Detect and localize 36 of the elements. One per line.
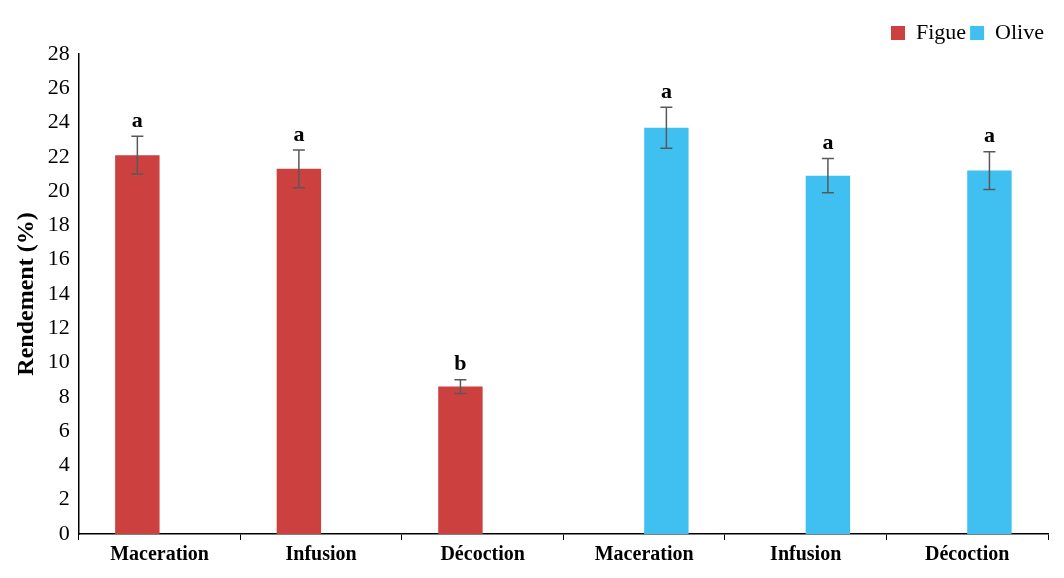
y-tick-label: 26 bbox=[47, 74, 70, 100]
bar bbox=[115, 155, 160, 534]
data-label: a bbox=[660, 77, 672, 103]
y-tick-label: 8 bbox=[58, 382, 70, 408]
bar bbox=[644, 127, 689, 534]
legend-label: Figue bbox=[916, 18, 967, 44]
y-tick-label: 20 bbox=[47, 176, 70, 202]
data-label: b bbox=[454, 350, 467, 376]
y-tick-label: 28 bbox=[47, 39, 70, 65]
y-tick-label: 2 bbox=[58, 485, 70, 511]
data-label: a bbox=[131, 106, 143, 132]
y-tick-label: 12 bbox=[47, 314, 70, 340]
x-tick-label: Décoction bbox=[925, 542, 1010, 565]
y-tick-label: 18 bbox=[47, 211, 70, 237]
y-axis-title: Rendement (%) bbox=[11, 212, 38, 376]
y-tick-label: 4 bbox=[58, 451, 70, 477]
y-tick-label: 22 bbox=[47, 142, 70, 168]
bar bbox=[805, 175, 851, 534]
data-label: a bbox=[983, 122, 995, 148]
y-tick-label: 0 bbox=[58, 519, 70, 545]
bar bbox=[967, 170, 1012, 534]
y-tick-label: 6 bbox=[58, 416, 70, 442]
x-tick-label: Infusion bbox=[770, 542, 842, 565]
x-tick-label: Maceration bbox=[110, 542, 209, 565]
y-tick-label: 14 bbox=[47, 279, 70, 305]
legend-label: Olive bbox=[995, 18, 1045, 44]
data-label: a bbox=[293, 120, 305, 146]
y-tick-label: 10 bbox=[47, 348, 70, 374]
y-tick-label: 24 bbox=[47, 108, 70, 134]
x-tick-label: Décoction bbox=[440, 542, 525, 565]
data-label: a bbox=[822, 129, 834, 155]
y-tick-label: 16 bbox=[47, 245, 70, 271]
bar bbox=[276, 168, 322, 534]
x-tick-label: Infusion bbox=[285, 542, 357, 565]
bar bbox=[438, 386, 483, 534]
x-tick-label: Maceration bbox=[594, 542, 694, 565]
